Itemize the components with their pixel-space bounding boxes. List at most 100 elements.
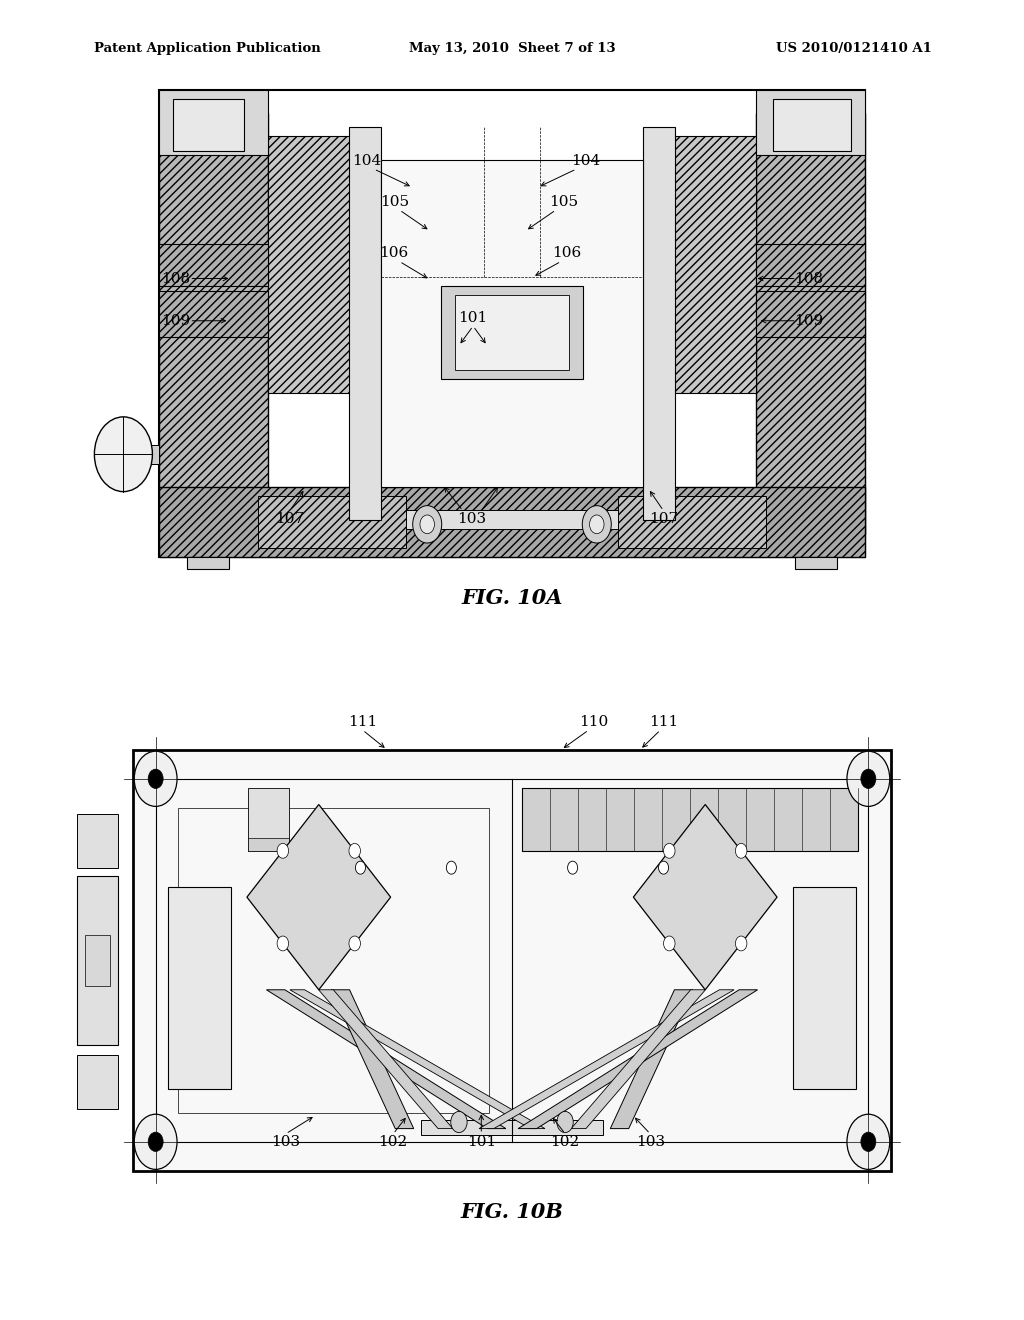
Circle shape — [861, 770, 876, 788]
Bar — [441, 286, 583, 379]
Bar — [522, 788, 858, 851]
Text: 109: 109 — [795, 314, 823, 327]
Text: 110: 110 — [580, 715, 608, 729]
Text: 106: 106 — [552, 247, 581, 260]
Circle shape — [94, 417, 153, 491]
Bar — [130, 445, 159, 463]
Bar — [773, 99, 851, 150]
Text: 109: 109 — [162, 314, 190, 327]
Circle shape — [557, 1111, 573, 1133]
Circle shape — [664, 936, 675, 950]
Circle shape — [847, 1114, 890, 1170]
Bar — [793, 887, 856, 1089]
Bar — [168, 887, 231, 1089]
Text: 111: 111 — [649, 715, 678, 729]
Bar — [133, 750, 891, 1171]
Polygon shape — [518, 990, 758, 1129]
Bar — [178, 808, 489, 1113]
Circle shape — [451, 1111, 467, 1133]
Bar — [187, 557, 229, 569]
Text: 102: 102 — [379, 1135, 408, 1148]
Circle shape — [590, 515, 604, 533]
Bar — [156, 779, 868, 1142]
Bar — [756, 90, 865, 156]
Bar — [159, 290, 268, 338]
Text: 103: 103 — [271, 1135, 300, 1148]
Bar — [159, 90, 865, 557]
Circle shape — [148, 1133, 163, 1151]
Text: May 13, 2010  Sheet 7 of 13: May 13, 2010 Sheet 7 of 13 — [409, 42, 615, 54]
Text: 104: 104 — [352, 154, 381, 168]
Text: 111: 111 — [348, 715, 377, 729]
Circle shape — [134, 751, 177, 807]
Bar — [406, 511, 617, 529]
Text: 103: 103 — [458, 512, 486, 525]
Text: 101: 101 — [459, 312, 487, 325]
Circle shape — [446, 861, 457, 874]
Circle shape — [355, 861, 366, 874]
Circle shape — [583, 506, 611, 543]
Text: 103: 103 — [636, 1135, 665, 1148]
Bar — [77, 813, 118, 867]
Bar — [349, 127, 381, 520]
Polygon shape — [479, 990, 734, 1129]
Bar — [248, 788, 289, 851]
Bar — [421, 1121, 603, 1135]
Polygon shape — [331, 990, 414, 1129]
Bar — [756, 244, 865, 286]
Bar — [773, 102, 851, 156]
Polygon shape — [266, 990, 506, 1129]
Bar — [159, 244, 268, 286]
Text: 105: 105 — [380, 195, 409, 209]
Polygon shape — [541, 300, 597, 463]
Circle shape — [413, 506, 441, 543]
Bar — [381, 160, 643, 487]
Text: 102: 102 — [551, 1135, 580, 1148]
Circle shape — [278, 843, 289, 858]
Bar — [756, 290, 865, 338]
Text: 107: 107 — [649, 512, 678, 525]
Polygon shape — [247, 804, 390, 990]
Bar — [159, 90, 268, 156]
Text: 101: 101 — [467, 1135, 496, 1148]
Polygon shape — [634, 804, 777, 990]
Text: FIG. 10A: FIG. 10A — [461, 587, 563, 609]
Bar — [77, 876, 118, 1044]
Polygon shape — [427, 300, 483, 463]
Bar — [258, 496, 406, 548]
Bar — [248, 838, 289, 851]
Text: 105: 105 — [549, 195, 578, 209]
Polygon shape — [290, 990, 545, 1129]
Text: 108: 108 — [162, 272, 190, 285]
Bar — [159, 487, 865, 557]
Circle shape — [148, 770, 163, 788]
Bar — [268, 136, 356, 393]
Bar — [795, 557, 837, 569]
Circle shape — [349, 843, 360, 858]
Circle shape — [658, 861, 669, 874]
Bar — [668, 136, 756, 393]
Bar — [173, 99, 244, 150]
Text: 106: 106 — [380, 247, 409, 260]
Circle shape — [861, 1133, 876, 1151]
Polygon shape — [571, 990, 706, 1129]
Circle shape — [420, 515, 434, 533]
Circle shape — [567, 861, 578, 874]
Text: US 2010/0121410 A1: US 2010/0121410 A1 — [776, 42, 932, 54]
Bar — [85, 935, 110, 986]
Circle shape — [735, 843, 746, 858]
Bar — [756, 114, 865, 533]
Text: Patent Application Publication: Patent Application Publication — [94, 42, 321, 54]
Circle shape — [349, 936, 360, 950]
Circle shape — [735, 936, 746, 950]
Circle shape — [664, 843, 675, 858]
Bar — [173, 102, 244, 156]
Polygon shape — [610, 990, 693, 1129]
Circle shape — [134, 1114, 177, 1170]
Polygon shape — [318, 990, 453, 1129]
Text: 107: 107 — [275, 512, 304, 525]
Bar — [456, 296, 568, 370]
Bar — [77, 1055, 118, 1109]
Bar — [643, 127, 675, 520]
Text: 104: 104 — [571, 154, 600, 168]
